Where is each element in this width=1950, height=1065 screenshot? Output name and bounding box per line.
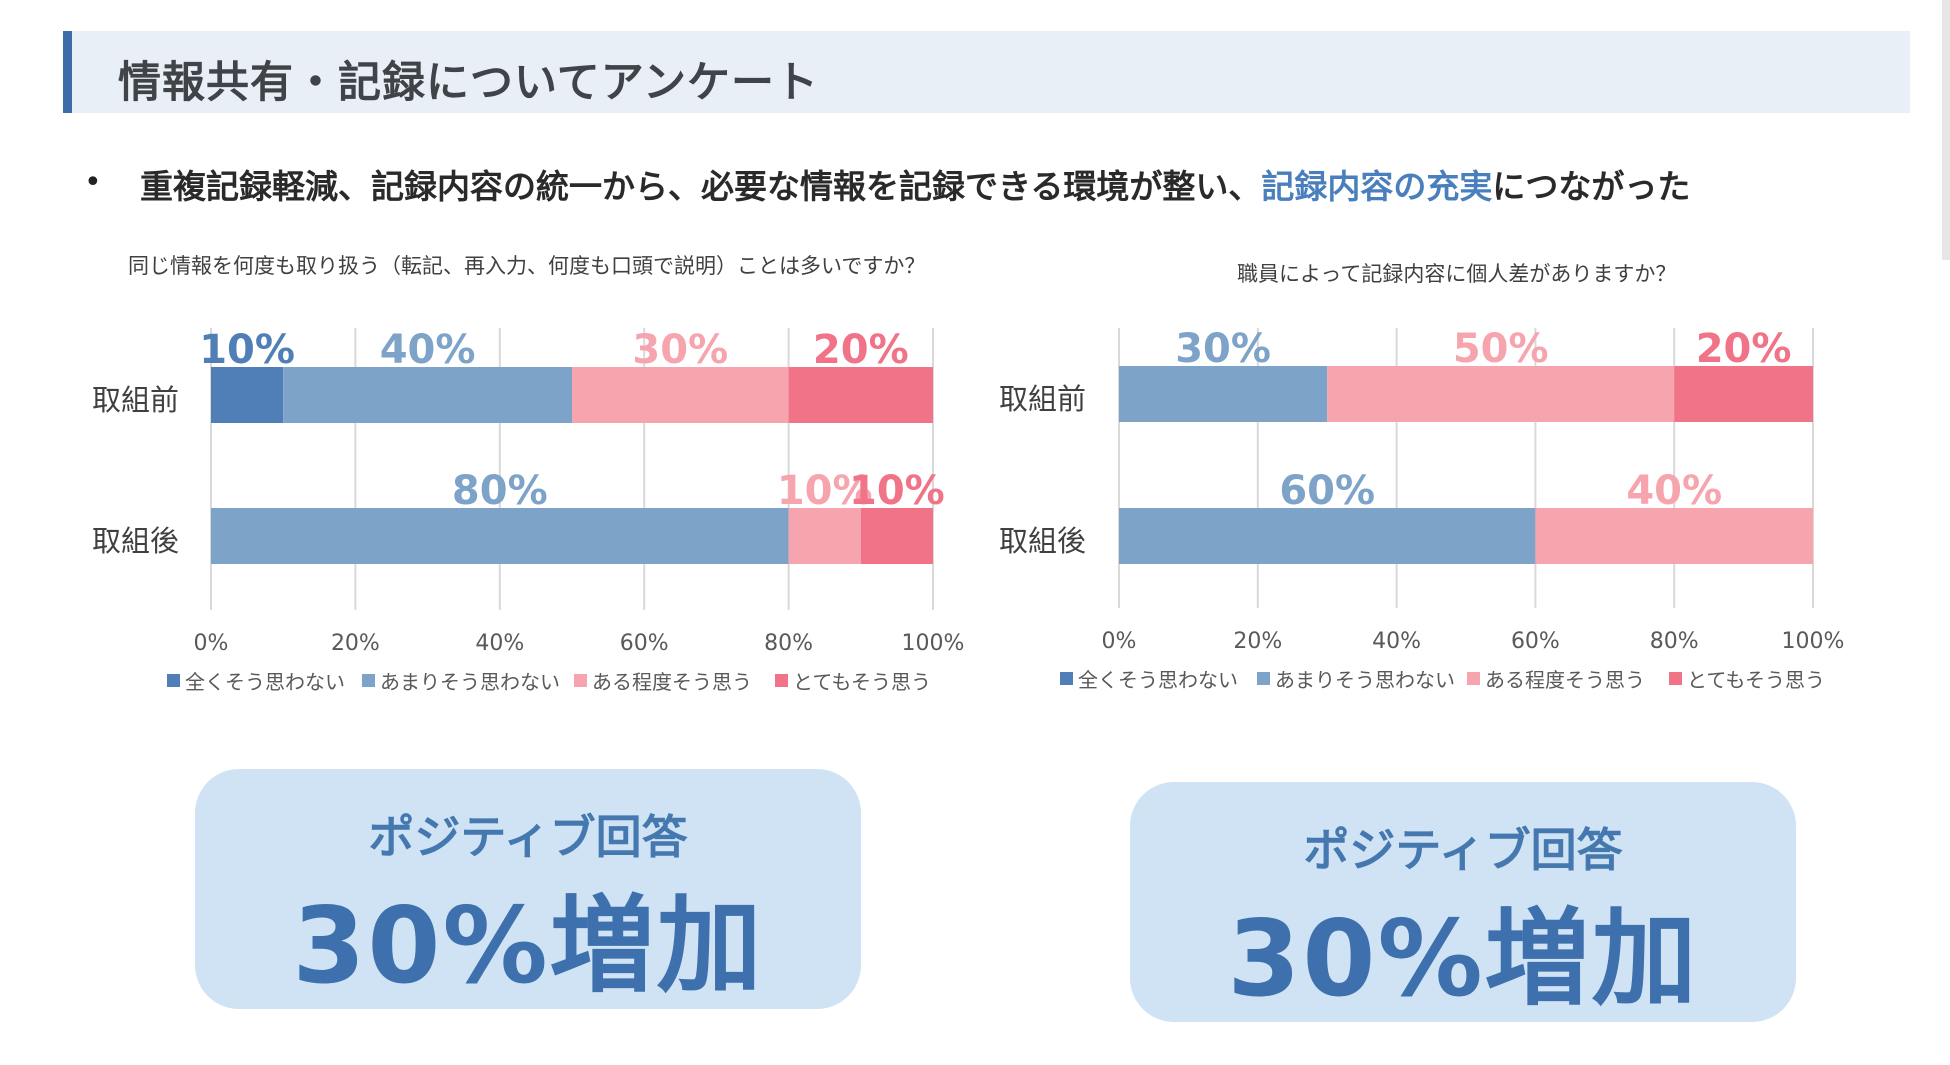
chart2-legend-label: あまりそう思わない bbox=[1275, 668, 1455, 692]
chart1-legend-swatch bbox=[167, 674, 180, 687]
chart2-title: 職員によって記録内容に個人差がありますか？ bbox=[1237, 262, 1677, 286]
title-band bbox=[63, 31, 1910, 113]
positive-box-left-value: 30%増加 bbox=[292, 885, 764, 1007]
chart2-tick-label: 100% bbox=[1782, 629, 1845, 654]
chart1-data-label: 30% bbox=[632, 327, 728, 373]
summary-text-before: 重複記録軽減、記録内容の統一から、必要な情報を記録できる環境が整い、 bbox=[140, 167, 1262, 206]
summary-bullet: 重複記録軽減、記録内容の統一から、必要な情報を記録できる環境が整い、記録内容の充… bbox=[140, 160, 1690, 208]
positive-box-right-label: ポジティブ回答 bbox=[1303, 823, 1623, 877]
chart2-tick-label: 40% bbox=[1372, 629, 1421, 654]
chart2-tick-label: 80% bbox=[1650, 629, 1699, 654]
chart1-tick-label: 20% bbox=[331, 631, 380, 656]
chart2-legend-label: ある程度そう思う bbox=[1485, 668, 1645, 692]
chart2-bar bbox=[1119, 366, 1328, 422]
chart2-bar bbox=[1327, 366, 1675, 422]
positive-box-left-label: ポジティブ回答 bbox=[368, 810, 688, 864]
chart1-bar bbox=[788, 508, 861, 564]
chart2-category-label: 取組前 bbox=[999, 382, 1086, 416]
chart2-legend-swatch bbox=[1060, 672, 1073, 685]
chart1-tick-label: 60% bbox=[620, 631, 669, 656]
positive-box-right-value: 30%増加 bbox=[1227, 898, 1699, 1020]
chart1-category-label: 取組後 bbox=[92, 524, 179, 558]
chart1-data-label: 40% bbox=[380, 327, 476, 373]
chart1-legend-swatch bbox=[362, 674, 375, 687]
chart2-bar bbox=[1535, 508, 1813, 564]
chart2-legend-swatch bbox=[1257, 672, 1270, 685]
chart1-data-label: 80% bbox=[452, 468, 548, 514]
chart2-legend-swatch bbox=[1467, 672, 1480, 685]
chart2-tick-label: 20% bbox=[1233, 629, 1282, 654]
chart1-tick-label: 80% bbox=[764, 631, 813, 656]
chart2-bar bbox=[1674, 366, 1813, 422]
positive-box-right: ポジティブ回答 30%増加 bbox=[1130, 782, 1796, 1022]
chart1-legend-label: 全くそう思わない bbox=[185, 670, 345, 694]
chart1-category-label: 取組前 bbox=[92, 383, 179, 417]
page-title: 情報共有・記録についてアンケート bbox=[118, 58, 819, 108]
chart2-data-label: 40% bbox=[1626, 468, 1722, 514]
chart1-bar bbox=[788, 367, 933, 423]
chart1-title: 同じ情報を何度も取り扱う（転記、再入力、何度も口頭で説明）ことは多いですか？ bbox=[128, 254, 926, 278]
chart2-tick-label: 0% bbox=[1102, 629, 1137, 654]
positive-box-left: ポジティブ回答 30%増加 bbox=[195, 769, 861, 1009]
chart1-data-label: 10% bbox=[199, 327, 295, 373]
chart2-tick-label: 60% bbox=[1511, 629, 1560, 654]
chart2-data-label: 30% bbox=[1175, 326, 1271, 372]
chart2-bar bbox=[1119, 508, 1536, 564]
chart2-data-label: 50% bbox=[1453, 326, 1549, 372]
chart1-legend-label: とてもそう思う bbox=[793, 670, 931, 694]
chart1-tick-label: 0% bbox=[194, 631, 229, 656]
chart2-data-label: 20% bbox=[1696, 326, 1792, 372]
chart1-bar bbox=[211, 508, 789, 564]
chart1-legend-label: ある程度そう思う bbox=[592, 670, 752, 694]
chart2-data-label: 60% bbox=[1279, 468, 1375, 514]
chart1-bar bbox=[860, 508, 933, 564]
scrollbar[interactable] bbox=[1942, 0, 1950, 260]
chart1-legend-swatch bbox=[574, 674, 587, 687]
chart1-bar bbox=[211, 367, 284, 423]
chart1-tick-label: 100% bbox=[902, 631, 965, 656]
chart1-data-label: 10% bbox=[777, 468, 873, 514]
chart1-legend-swatch bbox=[775, 674, 788, 687]
summary-text-after: につながった bbox=[1492, 167, 1691, 206]
summary-text-highlight: 記録内容の充実 bbox=[1261, 167, 1493, 206]
bullet-marker: • bbox=[84, 165, 102, 200]
chart1-tick-label: 40% bbox=[475, 631, 524, 656]
chart2-legend-swatch bbox=[1669, 672, 1682, 685]
chart2-legend-label: 全くそう思わない bbox=[1078, 668, 1238, 692]
chart1-bar bbox=[572, 367, 789, 423]
chart1-bar bbox=[283, 367, 572, 423]
chart2-legend-label: とてもそう思う bbox=[1687, 668, 1825, 692]
chart1-legend-label: あまりそう思わない bbox=[380, 670, 560, 694]
chart1-data-label: 10% bbox=[849, 468, 945, 514]
chart2-category-label: 取組後 bbox=[999, 524, 1086, 558]
chart1-data-label: 20% bbox=[813, 327, 909, 373]
